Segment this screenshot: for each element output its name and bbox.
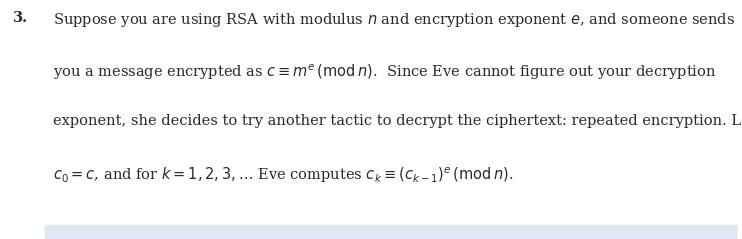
Text: 3.: 3. bbox=[13, 11, 28, 25]
Text: exponent, she decides to try another tactic to decrypt the ciphertext: repeated : exponent, she decides to try another tac… bbox=[53, 114, 742, 128]
Text: Suppose you are using RSA with modulus $n$ and encryption exponent $e$, and some: Suppose you are using RSA with modulus $… bbox=[53, 11, 735, 29]
Text: $c_0 = c$, and for $k = 1, 2, 3, \ldots$ Eve computes $c_k \equiv (c_{k-1})^e\,(: $c_0 = c$, and for $k = 1, 2, 3, \ldots$… bbox=[53, 165, 513, 185]
Text: you a message encrypted as $c \equiv m^e\,(\mathrm{mod}\,n)$.  Since Eve cannot : you a message encrypted as $c \equiv m^e… bbox=[53, 62, 717, 82]
